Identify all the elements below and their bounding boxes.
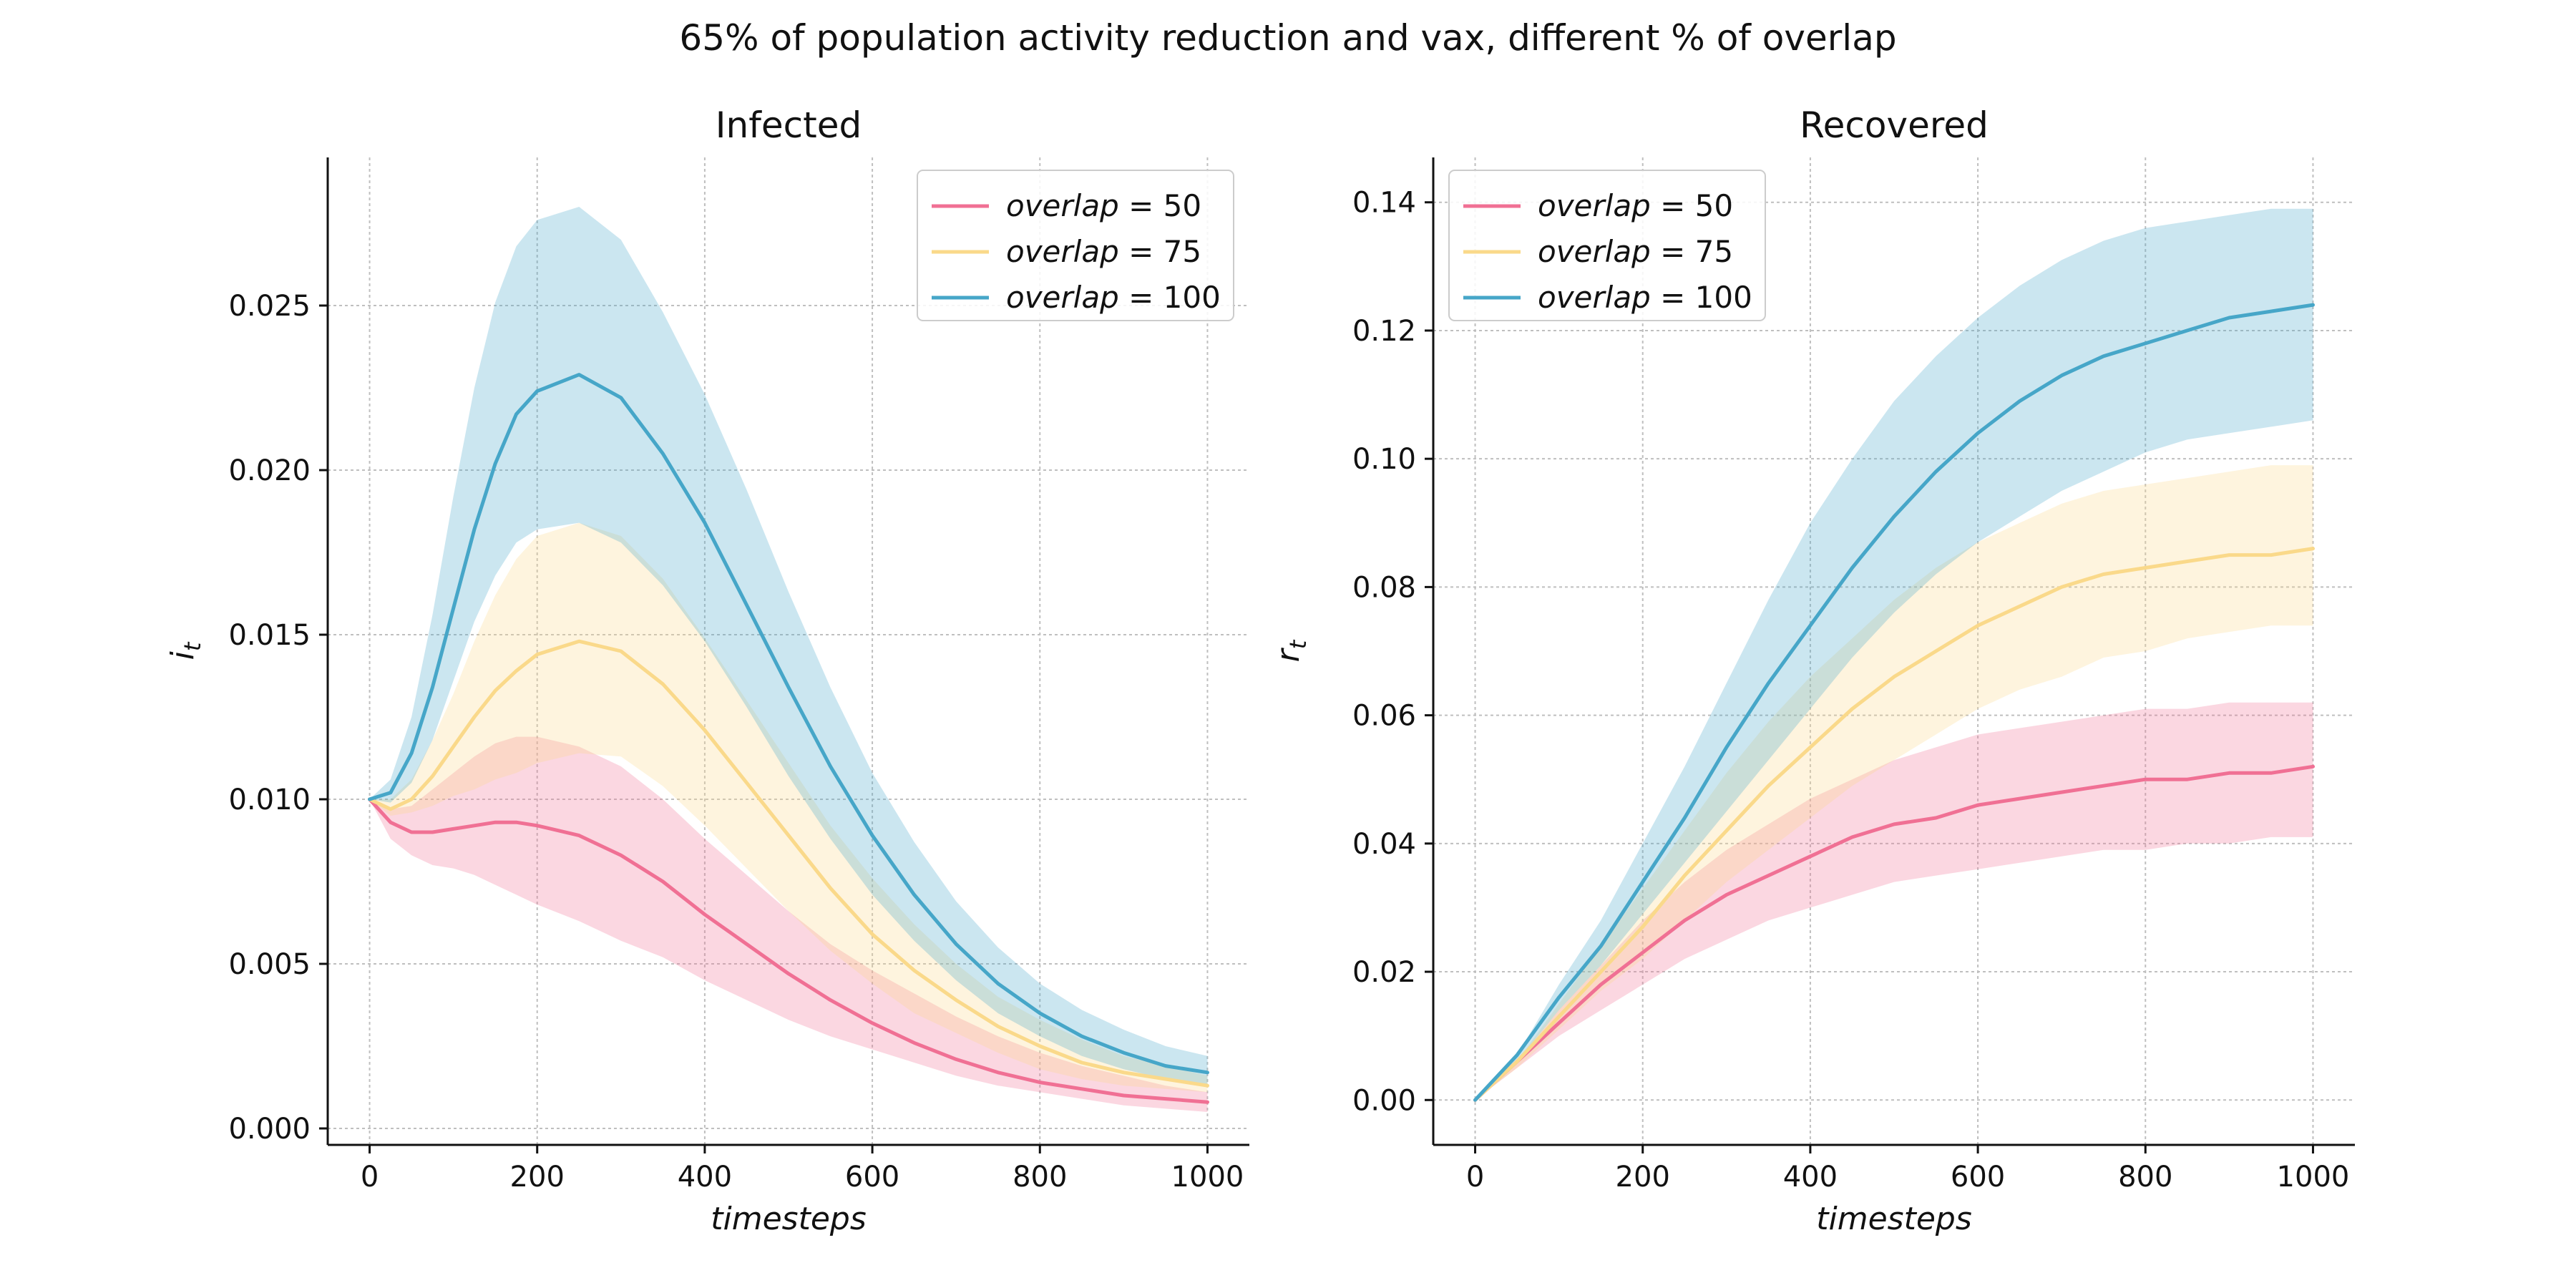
x-tick-label: 400 (678, 1161, 732, 1194)
infected-panel: 0 200 400 600 800 1000 0.000 0.005 0.010 0.015 0.0… (165, 104, 1249, 1237)
x-axis-label: timesteps (711, 1201, 867, 1237)
x-tick-label: 200 (1616, 1161, 1670, 1194)
y-axis-label-subscript: t (1284, 639, 1312, 649)
x-axis-label: timesteps (1816, 1201, 1972, 1237)
confidence-band-overlap-50 (369, 736, 1208, 1112)
panel-title: Recovered (1800, 104, 1989, 146)
y-tick-label: 0.02 (1352, 956, 1416, 989)
legend-box (1448, 170, 1766, 321)
confidence-band-overlap-50 (1475, 702, 2313, 1101)
x-tick-label: 200 (510, 1161, 565, 1194)
legend-label: overlap = 100 (1538, 280, 1752, 315)
x-tick-label: 800 (1013, 1161, 1067, 1194)
recovered-panel: 0 200 400 600 800 1000 0.00 0.02 0.04 0.06 0.08 0.1… (1270, 104, 2355, 1237)
series-line-overlap-75 (368, 639, 1209, 1088)
x-tick-label: 400 (1783, 1161, 1838, 1194)
legend-label-equals: = (1119, 188, 1163, 223)
x-tick-label: 0 (1466, 1161, 1484, 1194)
legend-label: overlap = 75 (1538, 234, 1733, 269)
confidence-band-overlap-100 (369, 207, 1208, 1086)
confidence-band-overlap-75 (1475, 465, 2313, 1101)
y-tick-label: 0.06 (1352, 700, 1416, 733)
legend-label-value: 50 (1695, 188, 1733, 223)
legend-label: overlap = 75 (1006, 234, 1201, 269)
legend-label-equals: = (1651, 280, 1695, 315)
figure-title: 65% of population activity reduction and… (679, 17, 1896, 59)
x-tick-label: 600 (1951, 1161, 2005, 1194)
series-line-overlap-100 (368, 373, 1209, 1075)
legend-label-var: overlap (1538, 188, 1651, 223)
legend-label-equals: = (1651, 234, 1695, 269)
confidence-band-overlap-100 (1475, 208, 2313, 1101)
y-tick-label: 0.08 (1352, 571, 1416, 604)
legend-label-equals: = (1119, 280, 1163, 315)
series-line-overlap-50 (368, 797, 1209, 1104)
legend-label-value: 75 (1163, 234, 1201, 269)
y-axis-label-main: r (1270, 647, 1307, 662)
y-tick-label: 0.14 (1352, 187, 1416, 220)
legend-label-var: overlap (1006, 280, 1119, 315)
y-tick-label: 0.00 (1352, 1084, 1416, 1117)
legend-label-var: overlap (1006, 234, 1119, 269)
legend-label-value: 50 (1163, 188, 1201, 223)
series-line-overlap-75 (1473, 547, 2315, 1102)
y-axis-label: it (165, 641, 206, 660)
x-tick-label: 1000 (1171, 1161, 1244, 1194)
y-axis-label-subscript: t (179, 641, 206, 651)
legend-label: overlap = 50 (1006, 188, 1201, 223)
legend-label-equals: = (1119, 234, 1163, 269)
panel-title: Infected (716, 104, 862, 146)
legend-label-var: overlap (1538, 234, 1651, 269)
y-axis-label: rt (1270, 639, 1312, 662)
y-tick-label: 0.12 (1352, 315, 1416, 348)
x-tick-label: 600 (845, 1161, 899, 1194)
legend-label-value: 100 (1695, 280, 1752, 315)
legend-label: overlap = 50 (1538, 188, 1733, 223)
y-tick-label: 0.10 (1352, 443, 1416, 476)
legend-label: overlap = 100 (1006, 280, 1221, 315)
legend-box (917, 170, 1234, 321)
series-line-overlap-50 (1473, 764, 2315, 1102)
y-tick-label: 0.025 (228, 290, 311, 323)
y-tick-label: 0.04 (1352, 828, 1416, 861)
y-tick-label: 0.020 (228, 454, 311, 487)
y-tick-label: 0.005 (228, 948, 311, 981)
x-tick-label: 0 (361, 1161, 379, 1194)
x-tick-label: 1000 (2277, 1161, 2350, 1194)
y-tick-label: 0.010 (228, 784, 311, 816)
x-tick-label: 800 (2118, 1161, 2172, 1194)
y-axis-label-main: i (165, 650, 201, 660)
legend-label-value: 75 (1695, 234, 1733, 269)
y-tick-label: 0.000 (228, 1113, 311, 1146)
legend-label-var: overlap (1538, 280, 1651, 315)
legend-label-var: overlap (1006, 188, 1119, 223)
legend-label-equals: = (1651, 188, 1695, 223)
series-line-overlap-100 (1473, 303, 2315, 1102)
legend-label-value: 100 (1163, 280, 1221, 315)
y-tick-label: 0.015 (228, 619, 311, 652)
confidence-band-overlap-75 (369, 522, 1208, 1093)
